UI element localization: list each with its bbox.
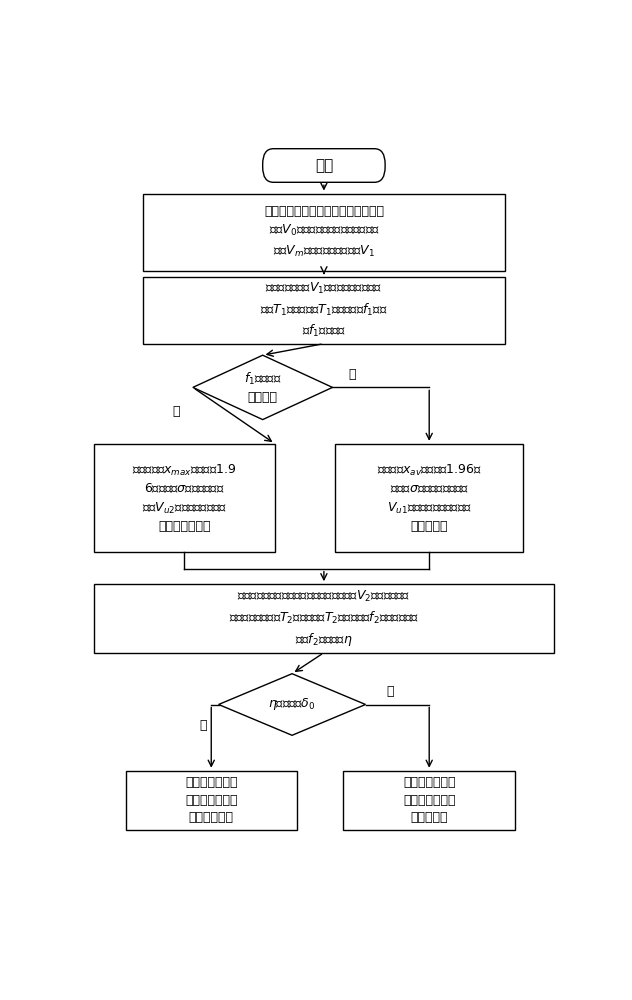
Bar — [94, 444, 275, 552]
FancyBboxPatch shape — [263, 149, 385, 182]
Text: 设备运行不稳定
，需对该设备进
行检查维护: 设备运行不稳定 ，需对该设备进 行检查维护 — [403, 776, 456, 824]
Text: 是: 是 — [348, 368, 356, 381]
Bar — [335, 444, 523, 552]
Polygon shape — [219, 674, 365, 735]
Bar — [143, 194, 505, 270]
Bar — [94, 584, 554, 653]
Bar — [143, 277, 505, 344]
Text: 剔除异常运行工况记录后，获得开关量记录$V_2$，重新计算获
得设备的运行时间$T_2$及运行时间$T_2$的概率分布$f_2$，并算出概率
分布$f_2$的均: 剔除异常运行工况记录后，获得开关量记录$V_2$，重新计算获 得设备的运行时间$… — [229, 589, 419, 648]
Text: 设备运行稳定，
则无需对该设备
进行检查维护: 设备运行稳定， 则无需对该设备 进行检查维护 — [185, 776, 238, 824]
Text: $\eta$小于阈值$\delta_0$: $\eta$小于阈值$\delta_0$ — [268, 696, 316, 712]
Text: 否: 否 — [199, 719, 207, 732]
Text: 通过开关量记录$V_1$计算获得设备的运行
时间$T_1$及运行时间$T_1$的概率分布$f_1$并绘
出$f_1$的分布图: 通过开关量记录$V_1$计算获得设备的运行 时间$T_1$及运行时间$T_1$的… — [260, 281, 387, 339]
Bar — [126, 771, 297, 830]
Text: 是: 是 — [386, 685, 394, 698]
Text: 以平均值$x_{av}$为中心，1.96倍
均方差$\sigma$以外的开关量记录
$V_{u1}$，即为异常运行工况的
开关量记录: 以平均值$x_{av}$为中心，1.96倍 均方差$\sigma$以外的开关量记… — [377, 463, 482, 533]
Bar — [344, 771, 515, 830]
Polygon shape — [193, 355, 332, 420]
Text: 否: 否 — [172, 405, 179, 418]
Text: $f_1$概率密度
分布是否: $f_1$概率密度 分布是否 — [244, 371, 281, 404]
Text: 以最大频值$x_{max}$为中心，1.9
6倍均方差$\sigma$以外的开关量
记录$V_{u2}$，即为异常运行工
况的开关量记录: 以最大频值$x_{max}$为中心，1.9 6倍均方差$\sigma$以外的开关… — [132, 463, 236, 533]
Text: 开始: 开始 — [315, 158, 333, 173]
Text: 从指定历史时期内运行设备的开关量
记录$V_0$中剔除设备检修期间的开关量
记录$V_m$后，获得开关量记录$V_1$: 从指定历史时期内运行设备的开关量 记录$V_0$中剔除设备检修期间的开关量 记录… — [264, 205, 384, 259]
